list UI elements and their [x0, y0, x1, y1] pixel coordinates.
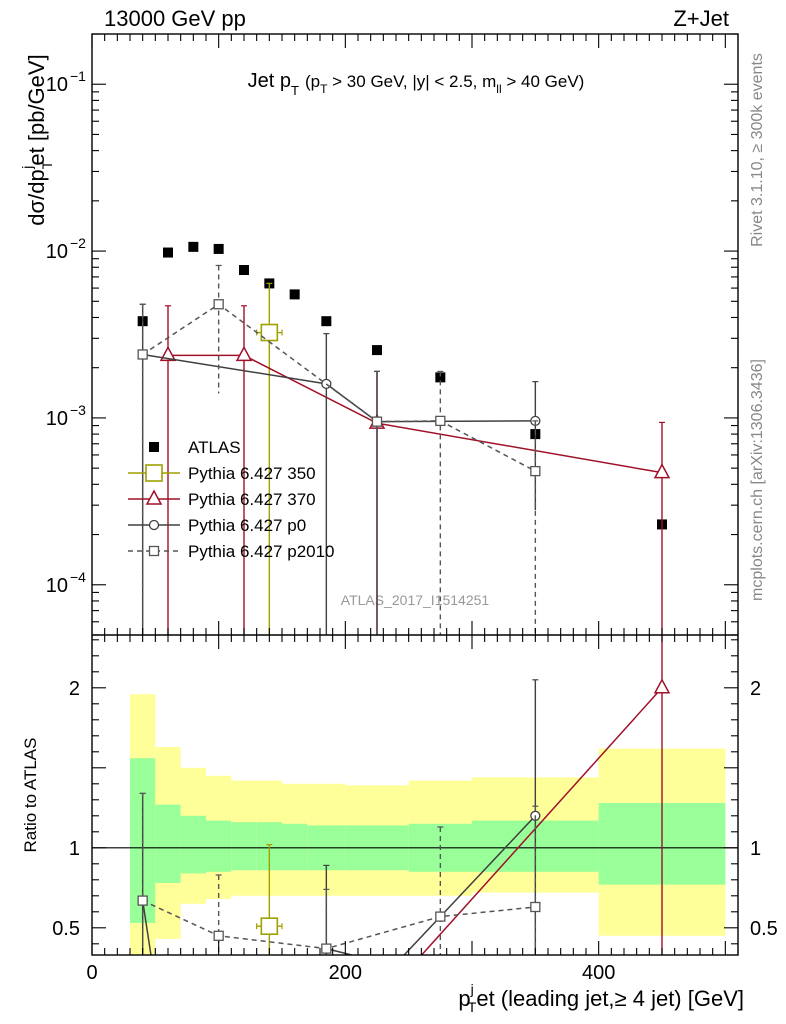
main-ytick-exp-0: −1 — [70, 68, 86, 84]
ratio-p2010-point-1 — [213, 930, 224, 941]
ratio-p2010-point-2 — [321, 943, 332, 954]
ratio-p0-line-2 — [403, 815, 536, 955]
main-ylabel: dσ/dpTjet [pb/GeV] — [19, 54, 55, 225]
title-cut-open: (p — [305, 72, 320, 91]
main-title: Jet pT (pT > 30 GeV, |y| < 2.5, mll > 40 … — [248, 70, 585, 98]
mcplots-label: mcplots.cern.ch [arXiv:1306.3436] — [749, 359, 766, 601]
xlabel-a-sup: j — [470, 981, 474, 997]
main-ytick-base-1: 10 — [46, 241, 68, 263]
main-p2010-point-4 — [530, 465, 541, 477]
green-band-3 — [206, 820, 232, 872]
ratio-p0-line-0 — [141, 900, 152, 955]
legend-label-p0: Pythia 6.427 p0 — [188, 516, 306, 535]
main-ytick-exp-1: −2 — [70, 235, 86, 251]
ratio-p350-point-0 — [260, 917, 279, 936]
ratio-ytick-label-right-0: 2 — [750, 678, 761, 700]
main-ytick-label-2: 10 — [46, 408, 68, 430]
ratio-ytick-label-right-2: 0.5 — [750, 918, 778, 940]
ratio-p370-point-1 — [653, 678, 671, 694]
main-atlas-point-3 — [213, 243, 224, 254]
green-band-4 — [231, 822, 257, 871]
ratio-ytick-label-left-2: 0.5 — [52, 918, 80, 940]
main-p0-line-0 — [142, 353, 536, 423]
main-ytick-label-0: 10 — [46, 74, 68, 96]
green-band-2 — [180, 815, 206, 874]
ratio-p2010-line-0 — [142, 899, 536, 950]
main-atlas-point-2 — [188, 241, 199, 252]
legend-marker-p370 — [145, 489, 163, 505]
analysis-watermark: ATLAS_2017_I1514251 — [341, 592, 490, 608]
ratio-p2010-point-4 — [530, 901, 541, 913]
main-ytick-base-3: 10 — [46, 575, 68, 597]
legend-marker-p0 — [148, 519, 160, 531]
main-atlas-point-1 — [163, 247, 173, 258]
title-cut-rest: > 30 GeV, |y| < 2.5, m — [327, 72, 496, 91]
main-p2010-point-0 — [137, 349, 148, 360]
green-band-1 — [155, 804, 181, 883]
ratio-ytick-label-left-0: 2 — [69, 678, 80, 700]
xlabel-b: et (leading jet,≥ 4 jet) [GeV] — [476, 986, 744, 1011]
main-p2010-point-2 — [371, 416, 383, 427]
xlabel: pj Tet (leading jet,≥ 4 jet) [GeV] — [458, 981, 744, 1015]
main-ytick-base-2: 10 — [46, 408, 68, 430]
xlabel-a-sub: T — [468, 999, 477, 1015]
main-atlas-point-6 — [289, 289, 300, 300]
ylabel-b: et [pb/GeV] — [24, 54, 49, 165]
legend-label-atlas: ATLAS — [188, 438, 241, 457]
main-p370-point-0 — [159, 345, 177, 362]
green-band-6 — [282, 823, 308, 871]
ratio-plot-marks — [92, 635, 738, 955]
ylabel-a-sup: j — [19, 166, 35, 170]
main-p370-line-0 — [168, 354, 663, 474]
legend-marker-p350 — [145, 464, 163, 482]
title-main-sub: T — [291, 83, 299, 98]
header-left: 13000 GeV pp — [104, 6, 246, 31]
ylabel-a: dσ/dp — [24, 169, 49, 225]
main-plot-marks — [137, 241, 671, 635]
main-atlas-point-9 — [435, 372, 446, 383]
ratio-p2010-point-0 — [137, 895, 148, 906]
main-p2010-point-1 — [213, 299, 224, 310]
legend-label-p370: Pythia 6.427 370 — [188, 490, 316, 509]
xtick-label-2: 400 — [582, 962, 615, 984]
main-ytick-label-3: 10 — [46, 575, 68, 597]
header-right: Z+Jet — [673, 6, 729, 31]
ylabel-a-sub: T — [39, 160, 55, 169]
main-atlas-point-4 — [239, 265, 249, 276]
main-ytick-base-0: 10 — [46, 74, 68, 96]
legend-label-p2010: Pythia 6.427 p2010 — [188, 542, 335, 561]
xtick-label-1: 200 — [329, 962, 362, 984]
ratio-ytick-label-right-1: 1 — [750, 838, 761, 860]
xtick-label-0: 0 — [86, 962, 97, 984]
main-ytick-exp-2: −3 — [70, 402, 86, 418]
plot-frame — [91, 33, 739, 956]
ratio-ylabel: Ratio to ATLAS — [21, 738, 40, 853]
legend-marker-atlas — [149, 442, 159, 452]
ratio-ytick-label-left-1: 1 — [69, 838, 80, 860]
main-p370-point-3 — [653, 463, 671, 479]
legend: ATLAS Pythia 6.427 350 Pythia 6.427 370 Pyt… — [128, 438, 335, 561]
ratio-p370-line-0 — [420, 687, 663, 955]
main-p370-point-1 — [235, 345, 253, 362]
main-atlas-point-7 — [321, 316, 332, 327]
main-ytick-label-1: 10 — [46, 241, 68, 263]
title-cut-close: > 40 GeV) — [502, 72, 585, 91]
ratio-p2010-point-3 — [435, 911, 446, 922]
title-mll-sub: ll — [496, 82, 501, 96]
title-cut-sub: T — [320, 82, 328, 96]
main-ytick-exp-3: −4 — [70, 569, 86, 585]
main-atlas-point-8 — [372, 345, 382, 356]
legend-label-p350: Pythia 6.427 350 — [188, 464, 316, 483]
xlabel-a: p — [458, 986, 470, 1011]
main-p2010-point-3 — [435, 415, 446, 427]
rivet-label: Rivet 3.1.10, ≥ 300k events — [749, 53, 766, 247]
title-main: Jet p — [248, 70, 291, 92]
main-p350-point-0 — [260, 323, 279, 342]
legend-marker-p2010 — [148, 545, 160, 557]
